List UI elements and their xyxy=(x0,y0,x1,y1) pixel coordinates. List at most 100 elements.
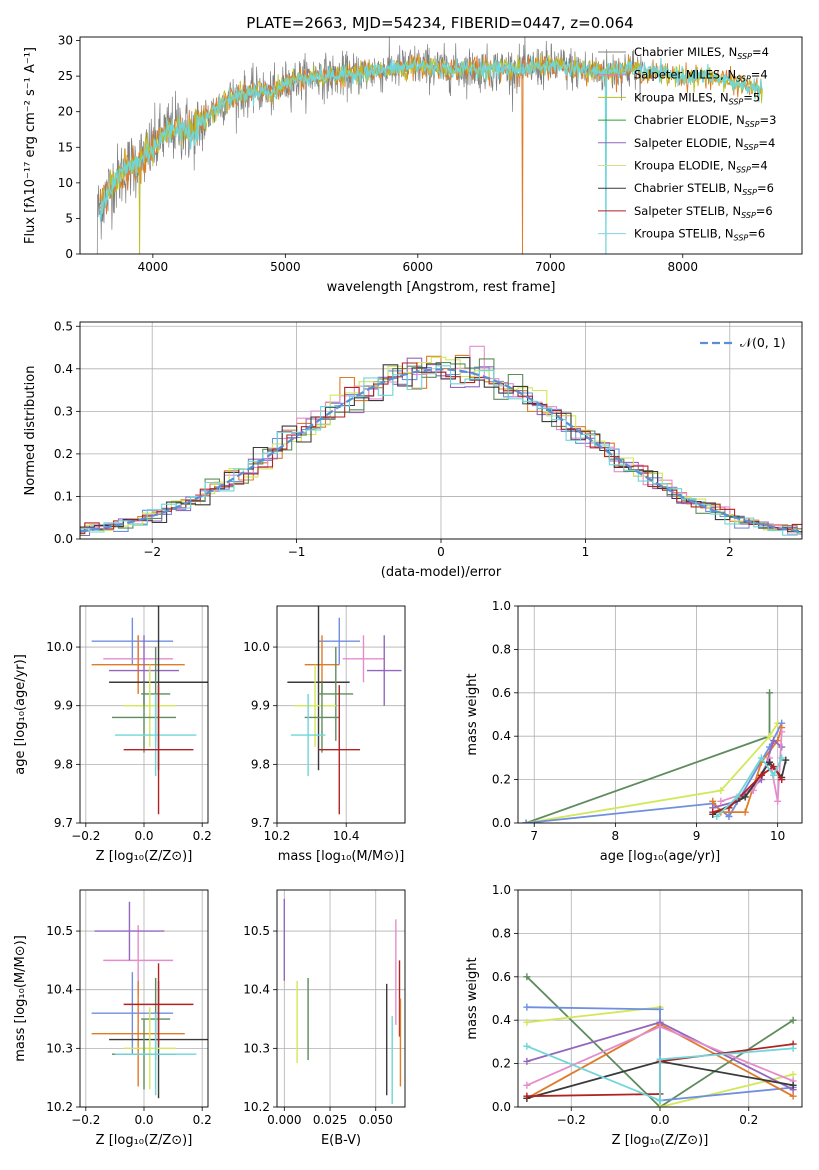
massweight-vs-age-xlabel: age [log₁₀(age/yr)] xyxy=(600,849,721,864)
legend-label-sub: SSP xyxy=(742,188,757,197)
massweight-marker xyxy=(523,973,531,981)
massweight-marker xyxy=(523,1057,531,1065)
errorbar-point xyxy=(318,617,361,665)
x-tick-label: 2 xyxy=(726,545,734,559)
legend-label-tail: =4 xyxy=(758,136,775,150)
legend-label-tail: =6 xyxy=(748,227,765,241)
x-tick-label: 0.050 xyxy=(359,1113,393,1127)
y-tick-label: 0.5 xyxy=(54,319,73,333)
plots: 4000 5000 6000 7000 8000051015202530waveleng… xyxy=(13,34,803,1148)
y-tick-label: 10.4 xyxy=(243,983,270,997)
errorbar-point xyxy=(114,693,197,777)
y-tick-label: 9.7 xyxy=(54,816,73,830)
massweight-marker xyxy=(770,771,778,779)
x-tick-label: −2 xyxy=(143,545,161,559)
legend-label: Chabrier ELODIE, NSSP=3 xyxy=(634,113,776,129)
age-vs-mass-grid xyxy=(276,606,405,824)
x-tick-label: 5000 xyxy=(270,260,301,274)
x-tick-label: 10 xyxy=(770,829,785,843)
mass-vs-ebv-panel: 0.000 0.025 0.050 10.2 10.3 10.4 10.5 E(B-V) xyxy=(243,889,406,1148)
x-tick-label: 7 xyxy=(530,829,538,843)
massweight-marker xyxy=(656,1055,664,1063)
x-tick-label: 4000 xyxy=(138,260,169,274)
legend-label-tail: =5 xyxy=(743,90,760,104)
y-tick-label: 0.0 xyxy=(54,532,73,546)
legend-label-sub: SSP xyxy=(745,120,760,129)
legend-label: Chabrier MILES, NSSP=4 xyxy=(634,45,769,61)
massweight-marker xyxy=(656,1005,664,1013)
y-tick-label: 9.9 xyxy=(54,699,73,713)
histogram-series xyxy=(80,357,802,537)
age-vs-mass-frame xyxy=(276,605,406,824)
legend-label-sub: SSP xyxy=(744,143,759,152)
massweight-marker xyxy=(523,1092,531,1100)
massweight-marker xyxy=(717,786,725,794)
massweight-series-line xyxy=(526,722,783,823)
age-vs-mass-xlabel: mass [log₁₀(M/M⊙)] xyxy=(278,849,405,864)
massweight-marker xyxy=(656,1096,664,1104)
y-tick-label: 0.2 xyxy=(54,447,73,461)
errorbar-point xyxy=(114,1013,197,1096)
y-tick-label: 1.0 xyxy=(492,883,511,897)
figure-title: PLATE=2663, MJD=54234, FIBERID=0447, z=0… xyxy=(246,14,633,32)
massweight-vs-age-frame xyxy=(517,605,803,824)
legend-label-sub: SSP xyxy=(734,234,749,243)
legend-label-main: Kroupa MILES, N xyxy=(634,90,729,104)
massweight-series-line xyxy=(526,1045,794,1102)
x-tick-label: 0.0 xyxy=(134,1113,153,1127)
x-tick-label: 0.0 xyxy=(650,1113,669,1127)
legend-label-main: Salpeter STELIB, N xyxy=(634,204,741,218)
massweight-series-line xyxy=(525,722,779,823)
legend-label-main: Salpeter ELODIE, N xyxy=(634,136,744,150)
y-tick-label: 0.1 xyxy=(54,489,73,503)
y-tick-label: 9.9 xyxy=(251,699,270,713)
legend-label-tail: =4 xyxy=(751,68,768,82)
x-tick-label: 0.025 xyxy=(313,1113,347,1127)
y-tick-label: 9.7 xyxy=(251,816,270,830)
y-tick-label: 0.0 xyxy=(492,816,511,830)
errorbar-point xyxy=(112,682,176,753)
massweight-marker xyxy=(733,793,741,801)
legend-label: Kroupa MILES, NSSP=5 xyxy=(634,90,760,106)
age-vs-metallicity-points xyxy=(91,606,208,815)
y-tick-label: 10 xyxy=(58,176,73,190)
mass-vs-metallicity-axes: −0.2 0.0 0.2 10.2 10.3 10.4 10.5 Z [log₁₀(Z/Z⊙)… xyxy=(13,890,212,1148)
normal-curve-line xyxy=(80,368,802,533)
massweight-marker xyxy=(778,728,786,736)
histogram-legend: 𝒩(0, 1) xyxy=(700,335,786,350)
x-tick-label: 0 xyxy=(437,545,445,559)
y-tick-label: 10.0 xyxy=(243,640,270,654)
massweight-vs-metallicity-xlabel: Z [log₁₀(Z/Z⊙)] xyxy=(612,1133,709,1148)
legend-label-normal: 𝒩(0, 1) xyxy=(740,335,786,350)
legend-label-tail: =4 xyxy=(752,45,769,59)
legend-label-sub: SSP xyxy=(741,211,756,220)
age-vs-mass-points xyxy=(287,606,402,815)
errorbar-point xyxy=(123,963,194,1046)
errorbar-point xyxy=(342,635,385,683)
massweight-marker xyxy=(789,1016,797,1024)
massweight-marker xyxy=(766,732,774,740)
massweight-marker xyxy=(713,812,721,820)
legend-label: Kroupa ELODIE, NSSP=4 xyxy=(634,159,768,175)
age-vs-metallicity-xlabel: Z [log₁₀(Z/Z⊙)] xyxy=(96,849,193,864)
legend-label: Salpeter STELIB, NSSP=6 xyxy=(634,204,773,220)
legend-label-main: Chabrier STELIB, N xyxy=(634,181,742,195)
errorbar-point xyxy=(91,980,185,1087)
legend-label-main: Chabrier MILES, N xyxy=(634,45,737,59)
massweight-marker xyxy=(523,1003,531,1011)
y-tick-label: 0.4 xyxy=(54,362,73,376)
y-tick-label: 0.0 xyxy=(492,1100,511,1114)
errorbar-point xyxy=(287,606,350,771)
age-vs-metallicity-panel: −0.2 0.0 0.2 9.7 9.8 9.9 10.0 Z [log₁₀(Z/Z⊙)] ag… xyxy=(13,605,212,864)
x-tick-label: 10.2 xyxy=(264,829,291,843)
massweight-marker xyxy=(770,763,778,771)
y-tick-label: 0.2 xyxy=(492,1057,511,1071)
legend-label-main: Chabrier ELODIE, N xyxy=(634,113,745,127)
legend-label-tail: =6 xyxy=(756,204,773,218)
legend-label-tail: =4 xyxy=(751,159,768,173)
x-tick-label: −0.2 xyxy=(71,829,100,843)
errorbar-point xyxy=(294,664,336,747)
age-vs-metallicity-ylabel: age [log₁₀(age/yr)] xyxy=(13,654,28,775)
y-tick-label: 10.2 xyxy=(46,1100,73,1114)
